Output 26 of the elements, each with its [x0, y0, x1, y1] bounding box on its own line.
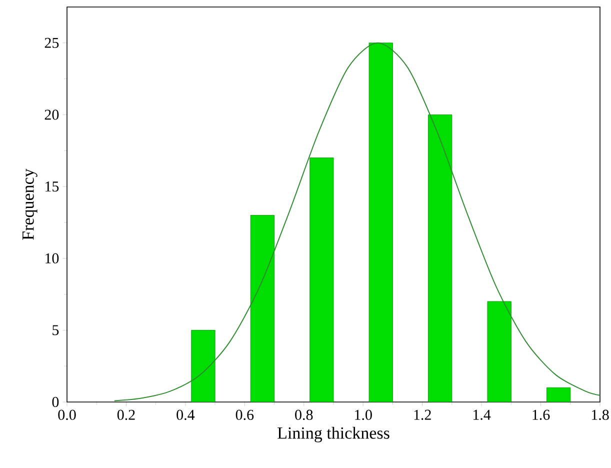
bar: [428, 114, 452, 402]
x-tick-label: 1.0: [355, 410, 372, 420]
bar: [191, 330, 216, 402]
x-tick-label: 0.4: [176, 410, 195, 420]
bar: [368, 42, 393, 402]
x-tick-label: 0.8: [295, 410, 313, 420]
bar: [487, 301, 512, 402]
x-axis-title: Lining thickness: [278, 426, 390, 442]
y-tick-label: 5: [52, 325, 59, 336]
x-tick-label: 0.0: [58, 410, 76, 420]
x-tick-label: 1.4: [473, 410, 491, 420]
line-series: [114, 42, 600, 402]
y-tick-label: 20: [44, 110, 59, 120]
bar: [250, 215, 274, 402]
x-tick-label: 0.6: [236, 410, 254, 420]
y-tick-label: 15: [46, 182, 59, 192]
y-tick-label: 0: [52, 396, 59, 408]
x-tick-label: 1.2: [414, 410, 431, 420]
x-tick-label: 1.8: [592, 410, 609, 420]
bar: [310, 158, 334, 402]
bar: [546, 387, 571, 402]
x-tick-label: 0.2: [117, 410, 135, 420]
x-tick-label: 1.6: [532, 410, 550, 420]
y-tick-label: 10: [46, 253, 59, 264]
y-tick-label: 25: [44, 38, 59, 48]
y-axis-title: Frequency: [22, 168, 38, 240]
